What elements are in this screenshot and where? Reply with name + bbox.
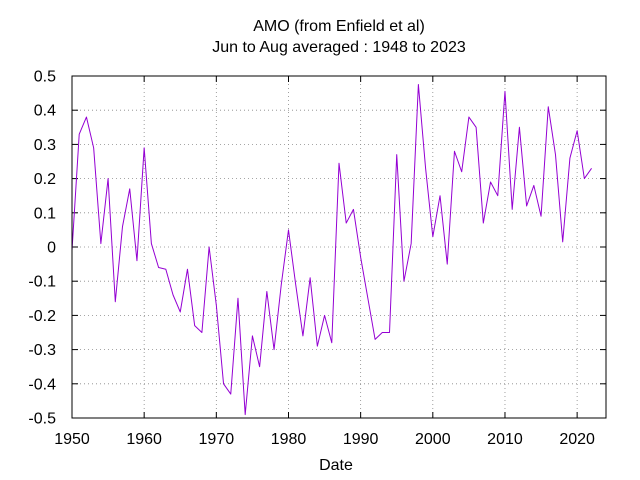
y-tick-labels: -0.5 -0.4 -0.3 -0.2 -0.1 0 0.1 0.2 0.3 0.4 0.5 <box>28 69 56 428</box>
y-tick-label: -0.3 <box>28 342 56 359</box>
x-tick-label: 1960 <box>126 431 162 448</box>
y-tick-label: 0.1 <box>34 205 56 222</box>
y-tick-label: 0 <box>47 240 56 257</box>
x-tick-label: 1980 <box>271 431 307 448</box>
chart-title-line-1: AMO (from Enfield et al) <box>253 18 425 35</box>
y-tick-label: 0.5 <box>34 69 56 86</box>
amo-series-line <box>71 84 592 416</box>
y-tick-label: -0.4 <box>28 376 56 393</box>
y-tick-label: -0.2 <box>28 308 56 325</box>
series-layer <box>71 84 592 416</box>
y-tick-label: 0.3 <box>34 137 56 154</box>
x-tick-label: 1990 <box>343 431 379 448</box>
x-tick-label: 2020 <box>559 431 595 448</box>
x-tick-label: 2000 <box>415 431 451 448</box>
x-tick-label: 1950 <box>54 431 90 448</box>
x-tick-labels: 1950 1960 1970 1980 1990 2000 2010 2020 <box>54 431 595 448</box>
x-tick-label: 2010 <box>487 431 523 448</box>
y-tick-label: -0.1 <box>28 274 56 291</box>
y-tick-label: -0.5 <box>28 411 56 428</box>
x-axis-label: Date <box>319 457 353 474</box>
x-tick-label: 1970 <box>199 431 235 448</box>
plot-frame <box>71 75 607 419</box>
y-tick-label: 0.2 <box>34 171 56 188</box>
y-tick-label: 0.4 <box>34 103 56 120</box>
chart-title-line-2: Jun to Aug averaged : 1948 to 2023 <box>212 39 466 56</box>
